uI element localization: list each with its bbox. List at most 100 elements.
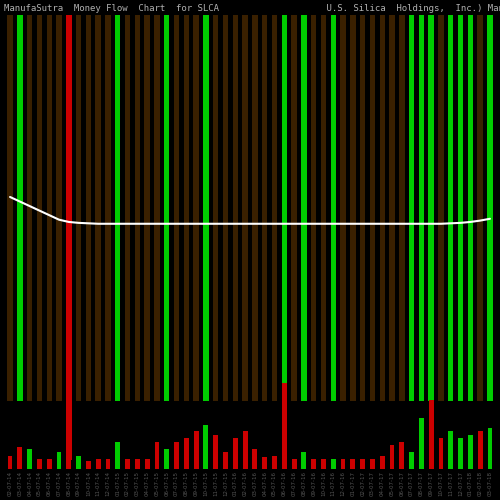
Bar [272, 16, 277, 402]
Bar [262, 458, 267, 469]
Bar [125, 16, 130, 402]
Bar [340, 459, 345, 469]
Bar [448, 432, 453, 470]
Bar [458, 438, 463, 470]
Bar [292, 16, 297, 402]
Bar [301, 16, 306, 402]
Bar [478, 16, 483, 402]
Bar [164, 16, 170, 402]
Bar [400, 442, 404, 469]
Bar [428, 16, 434, 402]
Bar [488, 428, 492, 470]
Bar [350, 16, 356, 402]
Bar [399, 16, 404, 402]
Bar [86, 16, 91, 402]
Bar [242, 432, 248, 470]
Bar [154, 442, 160, 469]
Bar [115, 16, 120, 402]
Bar [448, 16, 454, 402]
Bar [242, 16, 248, 402]
Bar [184, 438, 189, 470]
Bar [194, 432, 198, 470]
Bar [134, 16, 140, 402]
Bar [252, 16, 258, 402]
Bar [302, 452, 306, 469]
Bar [27, 448, 32, 469]
Bar [360, 16, 366, 402]
Bar [370, 459, 375, 469]
Bar [76, 456, 81, 469]
Bar [214, 435, 218, 470]
Bar [56, 16, 62, 402]
Bar [282, 16, 287, 402]
Bar [321, 459, 326, 469]
Bar [223, 16, 228, 402]
Bar [380, 16, 385, 402]
Bar [204, 424, 208, 470]
Bar [96, 16, 101, 402]
Bar [311, 16, 316, 402]
Bar [125, 459, 130, 469]
Bar [106, 459, 110, 469]
Bar [360, 459, 365, 469]
Bar [106, 16, 110, 402]
Bar [223, 452, 228, 469]
Bar [56, 452, 62, 469]
Bar [27, 16, 32, 402]
Bar [282, 383, 286, 470]
Bar [330, 16, 336, 402]
Bar [233, 438, 238, 470]
Bar [321, 16, 326, 402]
Bar [370, 16, 375, 402]
Bar [135, 459, 140, 469]
Bar [174, 442, 179, 469]
Text: ManufaSutra  Money Flow  Chart  for SLCA                    U.S. Silica  Holding: ManufaSutra Money Flow Chart for SLCA U.… [4, 4, 500, 13]
Bar [17, 16, 22, 402]
Bar [154, 16, 160, 402]
Bar [184, 16, 189, 402]
Bar [36, 16, 42, 402]
Bar [311, 459, 316, 469]
Bar [174, 16, 179, 402]
Bar [66, 16, 71, 460]
Bar [86, 461, 91, 469]
Bar [252, 448, 258, 469]
Bar [272, 456, 277, 469]
Bar [340, 16, 345, 402]
Bar [96, 459, 100, 469]
Bar [46, 16, 52, 402]
Bar [66, 418, 71, 470]
Bar [468, 435, 473, 470]
Bar [292, 459, 296, 469]
Bar [428, 400, 434, 469]
Bar [458, 16, 464, 402]
Bar [488, 16, 492, 402]
Bar [116, 442, 120, 469]
Bar [232, 16, 238, 402]
Bar [76, 16, 82, 402]
Bar [438, 16, 444, 402]
Bar [419, 418, 424, 470]
Bar [8, 456, 12, 469]
Bar [213, 16, 218, 402]
Bar [144, 459, 150, 469]
Bar [478, 432, 482, 470]
Bar [262, 16, 268, 402]
Bar [468, 16, 473, 402]
Bar [390, 446, 394, 469]
Bar [438, 438, 444, 470]
Bar [331, 459, 336, 469]
Bar [409, 452, 414, 469]
Bar [144, 16, 150, 402]
Bar [37, 459, 42, 469]
Bar [390, 16, 394, 402]
Bar [164, 448, 169, 469]
Bar [203, 16, 208, 402]
Bar [8, 16, 12, 402]
Bar [194, 16, 199, 402]
Bar [418, 16, 424, 402]
Bar [409, 16, 414, 402]
Bar [380, 456, 384, 469]
Bar [18, 447, 22, 469]
Bar [47, 459, 52, 469]
